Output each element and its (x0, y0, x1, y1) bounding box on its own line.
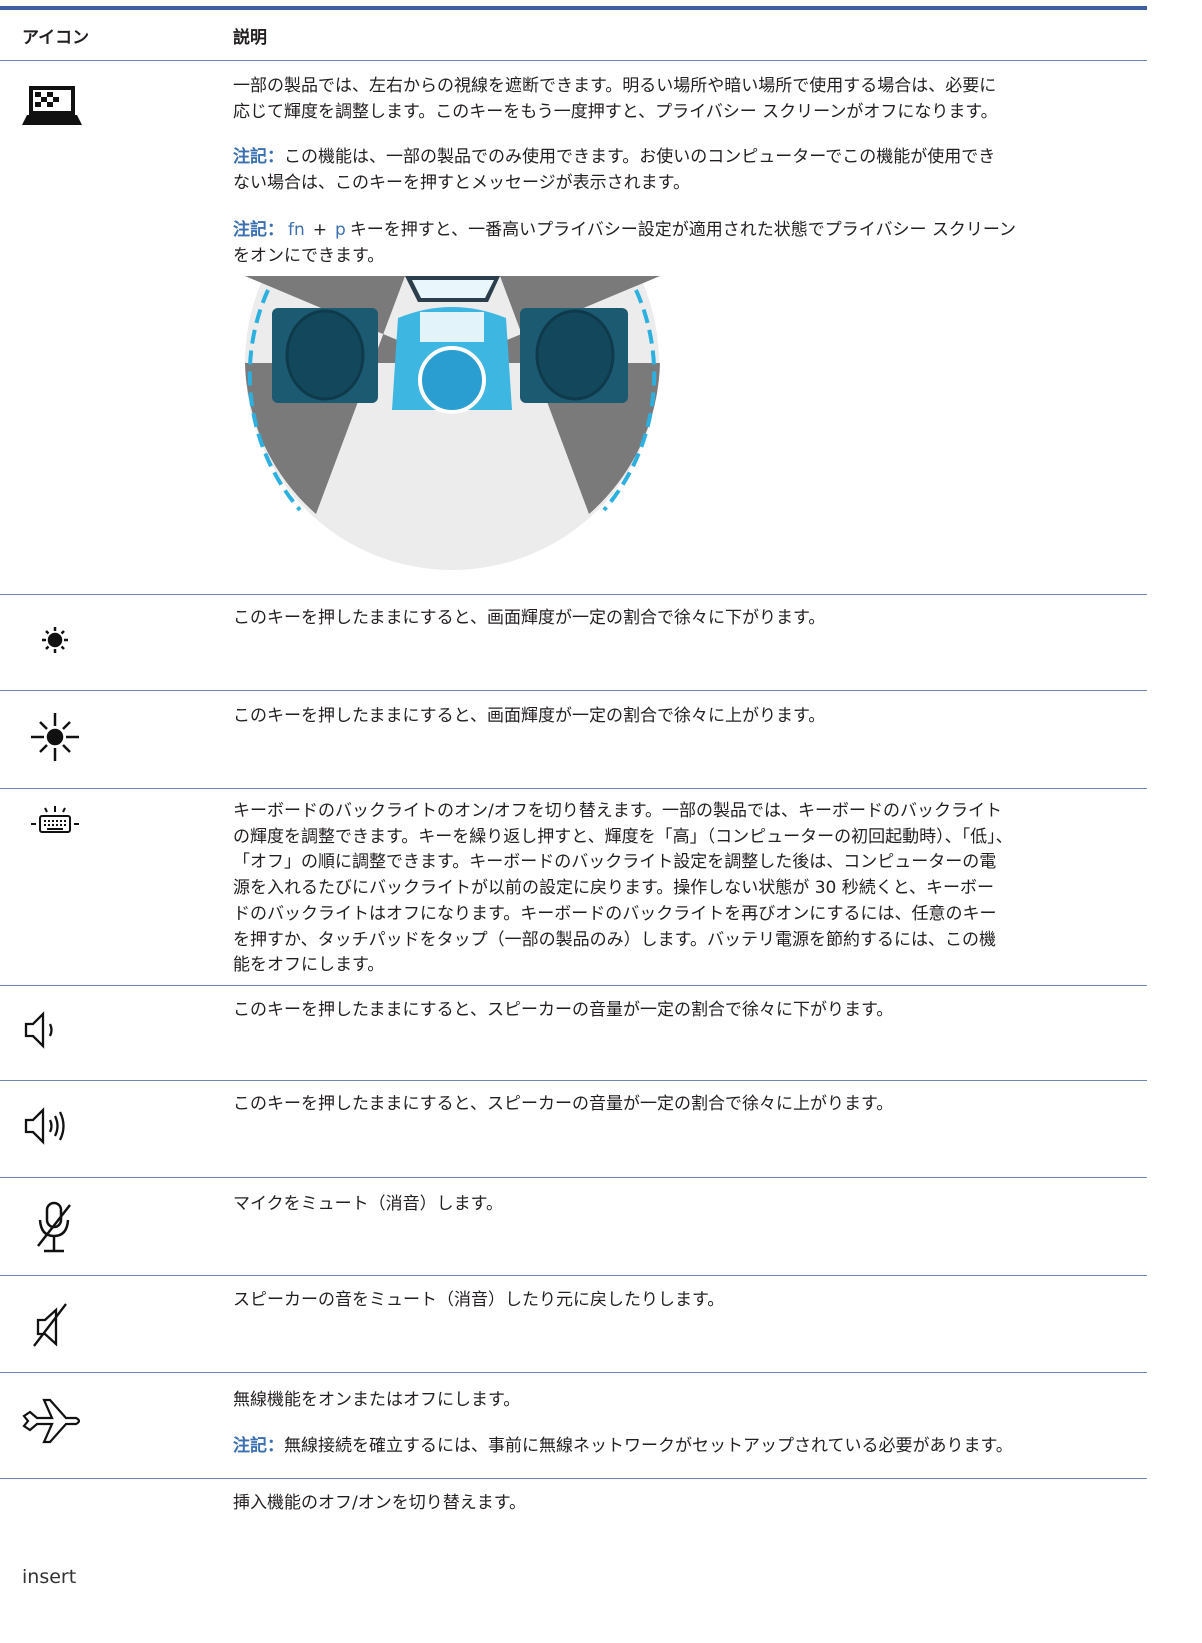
paragraph: このキーを押したままにすると、スピーカーの音量が一定の割合で徐々に下がります。 (233, 997, 893, 1023)
paragraph: 無線機能をオンまたはオフにします。 (233, 1387, 520, 1413)
top-rule (0, 6, 1147, 10)
note: 注記： fn + p キーを押すと、一番高いプライバシー設定が適用された状態でプライバシ… (233, 217, 1016, 269)
text: 無線接続を確立するには、事前に無線ネットワークがセットアップされている必要があり… (284, 1436, 1013, 1456)
text-line: このキーを押したままにすると、画面輝度が一定の割合で徐々に上がります。 (233, 703, 825, 729)
text: このキーを押したままにすると、画面輝度が一定の割合で徐々に上がります。 (233, 706, 826, 726)
row-separator (0, 1080, 1147, 1081)
icons (22, 86, 660, 1444)
row-separator (0, 690, 1147, 691)
header-description: 説明 (233, 28, 267, 48)
privacy-illustration (245, 276, 660, 570)
paragraph: キーボードのバックライトのオン/オフを切り替えます。一部の製品では、キーボードの… (233, 799, 1013, 979)
row-separator (0, 985, 1147, 986)
text-line: を押すか、タッチパッドをタップ（一部の製品のみ）します。バッテリ電源を節約するに… (233, 928, 1013, 954)
mic-mute-icon (37, 1201, 71, 1253)
note-label: 注記： (233, 147, 284, 167)
row-separator (0, 60, 1147, 61)
text-line: 無線機能をオンまたはオフにします。 (233, 1387, 520, 1413)
brightness-up-icon (31, 713, 79, 761)
text: このキーを押したままにすると、スピーカーの音量が一定の割合で徐々に下がります。 (233, 1000, 894, 1020)
volume-down-icon (24, 1011, 53, 1049)
paragraph: 一部の製品では、左右からの視線を遮断できます。明るい場所や暗い場所で使用する場合… (233, 73, 998, 125)
privacy-icon (22, 86, 82, 125)
key-name: fn (288, 220, 305, 240)
note-label: 注記： (233, 220, 284, 240)
paragraph: スピーカーの音をミュート（消音）したり元に戻したりします。 (233, 1287, 724, 1313)
airplane-icon (22, 1398, 81, 1444)
paragraph: マイクをミュート（消音）します。 (233, 1191, 503, 1217)
text: 挿入機能のオフ/オンを切り替えます。 (233, 1493, 527, 1513)
text-line: キーボードのバックライトのオン/オフを切り替えます。一部の製品では、キーボードの… (233, 799, 1013, 825)
row-separator (0, 1372, 1147, 1373)
text: この機能は、一部の製品でのみ使用できます。お使いのコンピューターでこの機能が使用… (284, 147, 996, 167)
text-line: ない場合は、このキーを押すとメッセージが表示されます。 (233, 170, 995, 196)
text: マイクをミュート（消音）します。 (233, 1194, 503, 1214)
text-line: 応じて輝度を調整します。このキーをもう一度押すと、プライバシー スクリーンがオフ… (233, 99, 998, 125)
text-line: このキーを押したままにすると、画面輝度が一定の割合で徐々に下がります。 (233, 605, 825, 631)
icon-text: insert (22, 1566, 77, 1588)
text-line: 一部の製品では、左右からの視線を遮断できます。明るい場所や暗い場所で使用する場合… (233, 73, 998, 99)
key-name: p (335, 220, 346, 240)
note: 注記：無線接続を確立するには、事前に無線ネットワークがセットアップされている必要… (233, 1433, 1013, 1459)
text-line: の輝度を調整できます。キーを繰り返し押すと、輝度を「高」（コンピューターの初回起… (233, 825, 1013, 851)
row-separator (0, 1275, 1147, 1276)
text: このキーを押したままにすると、画面輝度が一定の割合で徐々に下がります。 (233, 608, 826, 628)
keyboard-backlight-icon (31, 806, 79, 833)
text: の輝度を調整できます。キーを繰り返し押すと、輝度を「高」（コンピューターの初回起… (233, 826, 1013, 847)
paragraph: このキーを押したままにすると、スピーカーの音量が一定の割合で徐々に上がります。 (233, 1091, 893, 1117)
paragraph: 挿入機能のオフ/オンを切り替えます。 (233, 1490, 526, 1516)
paragraph: このキーを押したままにすると、画面輝度が一定の割合で徐々に上がります。 (233, 703, 825, 729)
text-line: 注記： fn + p キーを押すと、一番高いプライバシー設定が適用された状態でプライバシ… (233, 217, 1016, 243)
text-line: マイクをミュート（消音）します。 (233, 1191, 503, 1217)
text: を押すか、タッチパッドをタップ（一部の製品のみ）します。バッテリ電源を節約するに… (233, 929, 996, 950)
note-label: 注記： (233, 1436, 284, 1456)
row-separator (0, 1177, 1147, 1178)
header-icon: アイコン (22, 28, 90, 48)
table: アイコン 説明 (0, 6, 1147, 1588)
text: ドのバックライトはオフになります。キーボードのバックライトを再びオンにするには、… (233, 903, 997, 924)
paragraph: このキーを押したままにすると、画面輝度が一定の割合で徐々に下がります。 (233, 605, 825, 631)
row-separator (0, 788, 1147, 789)
text-line: をオンにできます。 (233, 243, 1016, 269)
text-line: 能をオフにします。 (233, 953, 1013, 979)
row-separator (0, 594, 1147, 595)
brightness-down-icon (42, 627, 68, 653)
text: このキーを押したままにすると、スピーカーの音量が一定の割合で徐々に上がります。 (233, 1094, 894, 1114)
key-name: + (312, 220, 328, 240)
text: 応じて輝度を調整します。このキーをもう一度押すと、プライバシー スクリーンがオフ… (233, 102, 998, 122)
text-line: このキーを押したままにすると、スピーカーの音量が一定の割合で徐々に上がります。 (233, 1091, 893, 1117)
text: 能をオフにします。 (233, 955, 385, 976)
text: 源を入れるたびにバックライトが以前の設定に戻ります。操作しない状態が 30 秒続… (233, 878, 995, 899)
text: キーボードのバックライトのオン/オフを切り替えます。一部の製品では、キーボードの… (233, 801, 1003, 821)
text: キーを押すと、一番高いプライバシー設定が適用された状態でプライバシー スクリーン (349, 220, 1017, 240)
speaker-mute-icon (33, 1303, 67, 1347)
text: 一部の製品では、左右からの視線を遮断できます。明るい場所や暗い場所で使用する場合… (233, 76, 997, 96)
text: スピーカーの音をミュート（消音）したり元に戻したりします。 (233, 1290, 725, 1310)
text-line: 注記：この機能は、一部の製品でのみ使用できます。お使いのコンピューターでこの機能… (233, 144, 995, 170)
text: 無線機能をオンまたはオフにします。 (233, 1390, 521, 1410)
row-separator (0, 1478, 1147, 1479)
text: をオンにできます。 (233, 246, 385, 266)
text: ない場合は、このキーを押すとメッセージが表示されます。 (233, 173, 690, 193)
volume-up-icon (24, 1107, 65, 1145)
text: 「オフ」の順に調整できます。キーボードのバックライト設定を調整した後は、コンピュ… (233, 852, 997, 873)
text-line: 挿入機能のオフ/オンを切り替えます。 (233, 1490, 526, 1516)
text-line: 注記：無線接続を確立するには、事前に無線ネットワークがセットアップされている必要… (233, 1433, 1013, 1459)
text-line: 「オフ」の順に調整できます。キーボードのバックライト設定を調整した後は、コンピュ… (233, 850, 1013, 876)
text-line: ドのバックライトはオフになります。キーボードのバックライトを再びオンにするには、… (233, 902, 1013, 928)
text-line: このキーを押したままにすると、スピーカーの音量が一定の割合で徐々に下がります。 (233, 997, 893, 1023)
text-line: 源を入れるたびにバックライトが以前の設定に戻ります。操作しない状態が 30 秒続… (233, 876, 1013, 902)
text-line: スピーカーの音をミュート（消音）したり元に戻したりします。 (233, 1287, 724, 1313)
note: 注記：この機能は、一部の製品でのみ使用できます。お使いのコンピューターでこの機能… (233, 144, 995, 196)
